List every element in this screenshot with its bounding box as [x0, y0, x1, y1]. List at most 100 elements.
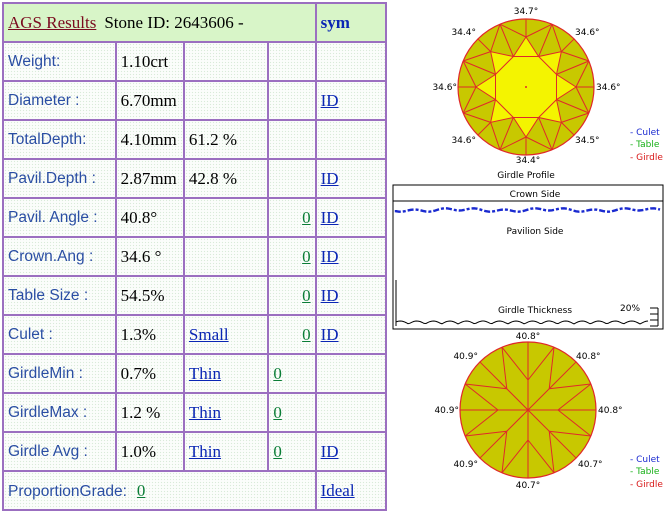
- culet-size-link[interactable]: Small: [188, 324, 229, 344]
- row-label: Pavil.Depth :: [8, 169, 96, 187]
- grade-link[interactable]: 0: [302, 324, 311, 344]
- row-label: TotalDepth:: [8, 130, 87, 148]
- row-girdle-min: GirdleMin : 0.7% Thin 0: [2, 353, 388, 394]
- id-link[interactable]: ID: [320, 168, 339, 188]
- pav-angle-top-left: 40.9°: [453, 352, 478, 362]
- facet-line: [477, 122, 491, 136]
- facet-line: [462, 86, 477, 114]
- row-pavil-depth: Pavil.Depth : 2.87mm 42.8 % ID: [2, 158, 388, 199]
- row-value: 6.70mm: [120, 90, 177, 110]
- crown-angle-bottom-right: 34.5°: [575, 136, 600, 146]
- girdle-profile-title: Girdle Profile: [497, 171, 555, 180]
- facet-line: [561, 112, 589, 123]
- crown-angle-bottom-left: 34.6°: [451, 136, 476, 146]
- row-crown-angle: Crown.Ang : 34.6 ° 0 ID: [2, 236, 388, 277]
- girdle-thickness-label: Girdle Thickness: [498, 306, 572, 316]
- row-proportion-grade: ProportionGrade: 0 Ideal: [2, 470, 388, 511]
- facet-line: [462, 60, 496, 75]
- id-link[interactable]: ID: [320, 90, 339, 110]
- row-value: 4.10mm: [120, 129, 177, 149]
- facet-line: [525, 23, 553, 38]
- crown-angle-bottom: 34.4°: [516, 156, 541, 166]
- row-value: 2.87mm: [120, 168, 177, 188]
- grade-link[interactable]: 0: [302, 246, 311, 266]
- ags-results-link[interactable]: AGS Results: [8, 12, 97, 32]
- grade-link[interactable]: 0: [302, 285, 311, 305]
- grade-link[interactable]: 0: [273, 441, 282, 461]
- ideal-grade-link[interactable]: Ideal: [320, 480, 355, 500]
- facet-line: [501, 346, 529, 381]
- grade-link[interactable]: 0: [273, 363, 282, 383]
- pavilion-side-label: Pavilion Side: [507, 227, 564, 237]
- sym-link[interactable]: sym: [320, 12, 350, 32]
- row-girdle-avg: Girdle Avg : 1.0% Thin 0 ID: [2, 431, 388, 472]
- facet-line: [527, 346, 555, 381]
- facet-line: [561, 51, 589, 62]
- id-link[interactable]: ID: [320, 441, 339, 461]
- facet-line: [462, 60, 477, 88]
- pav-angle-top: 40.8°: [516, 332, 541, 342]
- facet-line: [527, 361, 577, 411]
- facet-line: [527, 439, 555, 474]
- id-link[interactable]: ID: [320, 207, 339, 227]
- facet-line: [462, 99, 496, 114]
- row-diameter: Diameter : 6.70mm ID: [2, 80, 388, 121]
- facet-line: [499, 23, 514, 57]
- facet-line: [538, 23, 553, 57]
- id-link[interactable]: ID: [320, 324, 339, 344]
- row-value: 0.7%: [120, 363, 156, 383]
- row-culet: Culet : 1.3% Small 0 ID: [2, 314, 388, 355]
- facet-line: [499, 23, 527, 38]
- crown-angle-left: 34.6°: [432, 83, 457, 93]
- pav-angle-left: 40.9°: [434, 406, 459, 416]
- row-value: 40.8°: [120, 207, 158, 227]
- girdle-thickness-link[interactable]: Thin: [188, 402, 222, 422]
- facet-line: [548, 347, 555, 389]
- pav-angle-bottom-right: 40.7°: [578, 460, 603, 470]
- facet-line: [556, 60, 590, 75]
- facet-line: [561, 122, 575, 136]
- girdle-thickness-link[interactable]: Thin: [188, 363, 222, 383]
- facet-line: [490, 122, 501, 150]
- facet-line: [557, 409, 592, 437]
- facet-line: [463, 51, 491, 62]
- facet-line: [465, 430, 507, 437]
- pav-angle-right: 40.8°: [598, 406, 623, 416]
- facet-line: [501, 431, 508, 473]
- girdle-thickness-link[interactable]: Thin: [188, 441, 222, 461]
- facet-line: [479, 361, 529, 411]
- row-label: GirdleMin :: [8, 364, 83, 382]
- id-link[interactable]: ID: [320, 285, 339, 305]
- results-table: AGS Results Stone ID: 2643606 - sym Weigh…: [2, 2, 388, 511]
- grade-link[interactable]: 0: [302, 207, 311, 227]
- facet-line: [556, 99, 590, 114]
- pav-angle-bottom-left: 40.9°: [453, 460, 478, 470]
- girdle-thickness-band: [394, 207, 661, 213]
- row-value: 1.3%: [120, 324, 156, 344]
- facet-line: [551, 24, 562, 52]
- header-sym-cell: sym: [314, 2, 388, 43]
- legend-table-2: - Table: [630, 467, 660, 477]
- facet-line: [499, 136, 527, 151]
- crown-angle-top: 34.7°: [514, 7, 539, 17]
- row-label: GirdleMax :: [8, 403, 88, 421]
- row-value: 34.6 °: [120, 246, 162, 266]
- legend-table: - Table: [630, 140, 660, 150]
- facet-line: [477, 38, 491, 52]
- facet-line: [551, 122, 562, 150]
- facet-line: [479, 409, 529, 459]
- id-link[interactable]: ID: [320, 246, 339, 266]
- facet-line: [549, 383, 591, 390]
- row-label: Weight:: [8, 52, 61, 70]
- row-label: Girdle Avg :: [8, 442, 88, 460]
- row-label: Table Size :: [8, 286, 89, 304]
- grade-link[interactable]: 0: [273, 402, 282, 422]
- row-value: 1.2 %: [120, 402, 161, 422]
- thickness-scale-ticks: [650, 307, 659, 327]
- facet-line: [538, 117, 553, 151]
- header-row: AGS Results Stone ID: 2643606 - sym: [2, 2, 388, 43]
- proportion-grade-link[interactable]: 0: [136, 480, 146, 500]
- facet-line: [548, 431, 555, 473]
- stone-id: Stone ID: 2643606 -: [104, 12, 244, 32]
- row-label: Crown.Ang :: [8, 247, 94, 265]
